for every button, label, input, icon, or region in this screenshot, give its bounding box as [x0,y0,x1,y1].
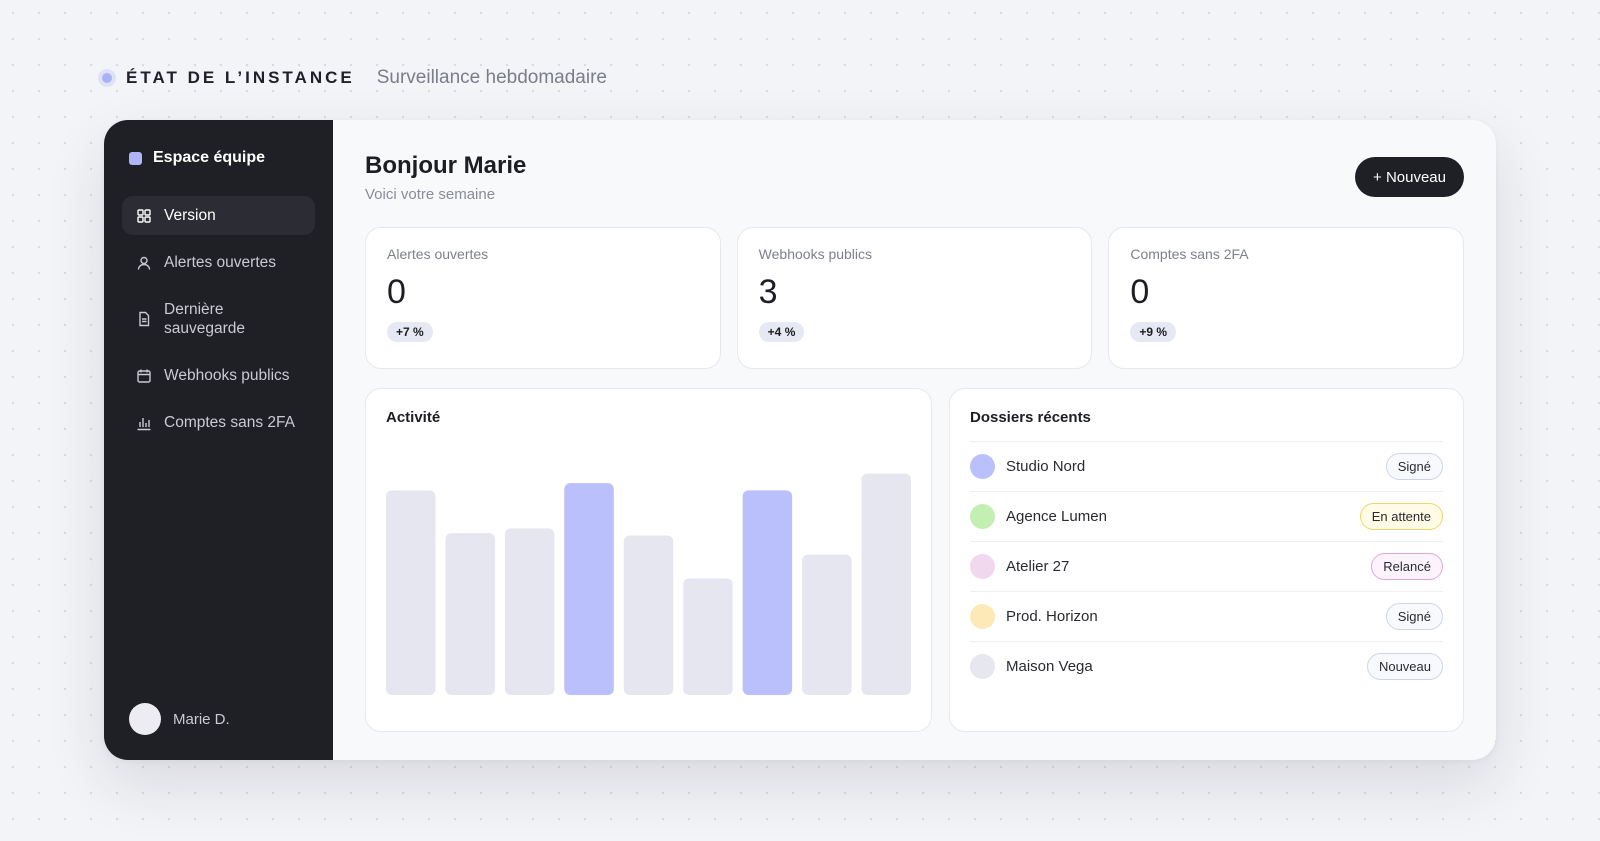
list-item[interactable]: Atelier 27 Relancé [970,541,1443,591]
activity-bar [445,533,495,695]
status-badge: Signé [1385,453,1443,480]
stat-label: Alertes ouvertes [387,246,489,262]
user-profile[interactable]: Marie D. [129,703,230,735]
status-badge: Signé [1385,603,1443,630]
greeting-subtitle: Voici votre semaine [365,186,496,203]
sidebar-item-derniere-sauvegarde[interactable]: Dernière sauvegarde [122,290,315,348]
activity-chart [386,457,911,695]
stats-row: Alertes ouvertes 0 +7 % Webhooks publics… [365,227,1465,369]
status-badge: Nouveau [1366,653,1443,680]
activity-chart-svg [386,473,911,695]
sidebar-item-webhooks-publics[interactable]: Webhooks publics [122,356,315,395]
stat-card-comptes-sans-2fa: Comptes sans 2FA 0 +9 % [1108,227,1465,369]
records-panel: Dossiers récents Studio Nord Signé Agenc… [949,388,1464,732]
stat-value: 0 [387,273,406,311]
sidebar-item-comptes-sans-2fa[interactable]: Comptes sans 2FA [122,403,315,442]
record-name: Studio Nord [1006,458,1086,475]
activity-bar [504,528,555,695]
status-badge: Relancé [1371,553,1443,580]
activity-bar [386,490,436,695]
page-header: ÉTAT DE L’INSTANCE Surveillance hebdomad… [98,64,607,92]
avatar [129,703,161,735]
activity-bar [564,483,614,695]
activity-bar [742,490,793,695]
stat-label: Webhooks publics [758,246,873,262]
main-content: Bonjour Marie Voici votre semaine + Nouv… [333,120,1496,760]
brand-logo-icon [129,151,142,165]
activity-panel: Activité [365,388,932,732]
list-item[interactable]: Studio Nord Signé [970,441,1443,491]
record-dot [970,454,995,479]
record-name: Maison Vega [1006,658,1093,675]
stat-delta-badge: +9 % [1130,322,1177,342]
app-window: Espace équipe Version Alertes ouvertes D… [104,120,1496,760]
record-dot [970,604,995,629]
brand[interactable]: Espace équipe [122,148,315,168]
record-dot [970,654,995,679]
sidebar-nav: Version Alertes ouvertes Dernière sauveg… [122,196,315,442]
sidebar: Espace équipe Version Alertes ouvertes D… [104,120,333,760]
page-title: ÉTAT DE L’INSTANCE [126,68,355,87]
stat-value: 3 [758,273,778,311]
stat-card-alertes-ouvertes: Alertes ouvertes 0 +7 % [365,227,721,369]
greeting-title: Bonjour Marie [365,152,527,179]
user-icon [136,255,152,271]
record-name: Agence Lumen [1006,508,1107,525]
calendar-icon [136,368,152,384]
stat-delta-badge: +4 % [758,322,805,342]
activity-title: Activité [386,409,441,426]
record-name: Prod. Horizon [1006,608,1098,625]
grid-icon [136,208,152,224]
sidebar-item-version[interactable]: Version [122,196,315,235]
list-item[interactable]: Agence Lumen En attente [970,491,1443,541]
sidebar-item-alertes-ouvertes[interactable]: Alertes ouvertes [122,243,315,282]
record-dot [970,504,995,529]
page-subtitle: Surveillance hebdomadaire [376,67,607,88]
records-list: Studio Nord Signé Agence Lumen En attent… [970,441,1443,691]
new-button[interactable]: + Nouveau [1355,157,1464,197]
stat-value: 0 [1130,273,1150,311]
activity-bar [623,535,674,695]
sidebar-item-label: Version [164,207,216,224]
brand-name: Espace équipe [153,149,266,166]
record-name: Atelier 27 [1006,558,1070,575]
list-item[interactable]: Maison Vega Nouveau [970,641,1443,691]
lower-row: Activité Dossiers récents Studio Nord Si… [365,388,1464,732]
records-title: Dossiers récents [970,409,1091,426]
activity-bar [802,554,852,695]
sidebar-item-label: Alertes ouvertes [164,254,276,271]
stat-label: Comptes sans 2FA [1130,246,1249,262]
sidebar-item-label: Dernière sauvegarde [164,301,246,337]
user-name: Marie D. [173,710,230,728]
list-item[interactable]: Prod. Horizon Signé [970,591,1443,641]
status-badge: En attente [1359,503,1443,530]
sidebar-item-label: Comptes sans 2FA [164,414,295,431]
stat-delta-badge: +7 % [387,322,433,342]
activity-bar [861,473,911,695]
bar-chart-icon [136,415,152,431]
record-dot [970,554,995,579]
document-icon [136,311,152,327]
stat-card-webhooks-publics: Webhooks publics 3 +4 % [736,227,1093,369]
sidebar-item-label: Webhooks publics [164,367,290,384]
activity-bar [683,578,733,695]
status-dot-icon [98,69,116,87]
